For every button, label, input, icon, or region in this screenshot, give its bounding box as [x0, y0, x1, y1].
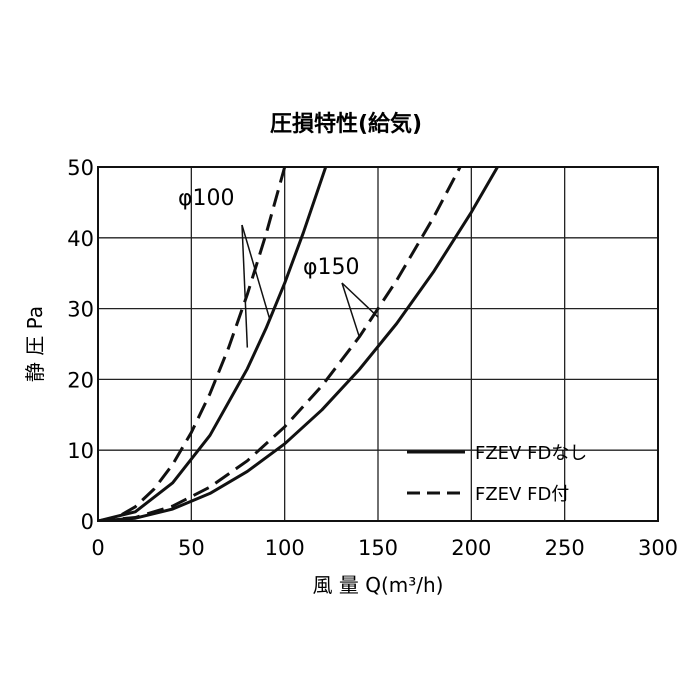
annotation-label: φ100 — [178, 186, 235, 211]
annotation-label: φ150 — [303, 255, 360, 280]
y-tick-label: 20 — [67, 368, 94, 392]
y-tick-label: 0 — [81, 510, 94, 534]
annotation-leader — [241, 224, 271, 320]
x-tick-labels: 0 50 100 150 200 250 300 — [91, 536, 678, 560]
y-tick-label: 50 — [67, 156, 94, 180]
x-tick-label: 0 — [91, 536, 104, 560]
series-line-3 — [98, 167, 462, 521]
y-tick-labels: 0 10 20 30 40 50 — [67, 156, 94, 534]
annotation-leader — [341, 282, 379, 318]
y-tick-label: 10 — [67, 439, 94, 463]
series-line-1 — [98, 167, 287, 521]
x-axis-label: 風 量 Q(m³/h) — [313, 573, 444, 597]
x-tick-label: 50 — [178, 536, 205, 560]
x-tick-label: 150 — [358, 536, 398, 560]
x-tick-label: 300 — [638, 536, 678, 560]
x-tick-label: 200 — [451, 536, 491, 560]
x-tick-label: 100 — [265, 536, 305, 560]
series-line-4 — [98, 167, 499, 521]
y-tick-label: 40 — [67, 227, 94, 251]
curves — [98, 167, 499, 521]
legend-label: FZEV FDなし — [475, 443, 587, 464]
y-tick-label: 30 — [67, 298, 94, 322]
plot-frame — [97, 166, 659, 522]
annotation-leader — [241, 224, 249, 348]
chart-title: 圧損特性(給気) — [270, 111, 422, 137]
x-tick-label: 250 — [545, 536, 585, 560]
grid — [98, 167, 658, 521]
annotations: φ100 φ150 — [178, 186, 379, 348]
y-axis-label: 静 圧 Pa — [23, 306, 47, 382]
legend: FZEV FDなし FZEV FD付 — [407, 443, 587, 505]
legend-label: FZEV FD付 — [475, 484, 569, 505]
annotation-leader — [341, 282, 361, 338]
series-line-2 — [98, 167, 328, 521]
